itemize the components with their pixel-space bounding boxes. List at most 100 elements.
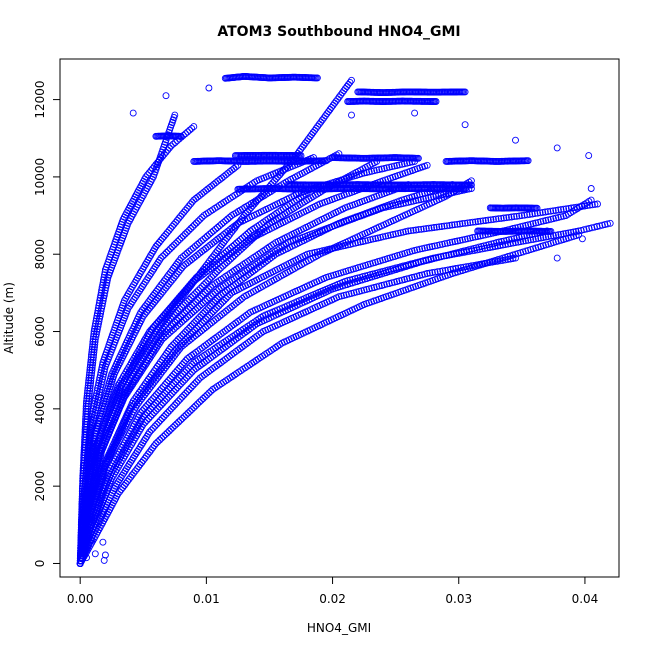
data-point — [409, 197, 417, 205]
data-point — [549, 207, 557, 215]
data-point — [534, 209, 541, 217]
data-point — [461, 219, 469, 227]
data-point — [466, 219, 474, 227]
data-point — [176, 305, 184, 313]
data-point — [194, 286, 202, 294]
data-point — [560, 205, 568, 213]
data-point — [508, 213, 515, 221]
data-point — [219, 298, 226, 306]
data-point — [453, 220, 461, 228]
data-point — [487, 216, 495, 224]
data-point — [359, 238, 367, 245]
data-point — [474, 218, 482, 225]
data-point — [591, 200, 599, 208]
data-point — [188, 321, 196, 329]
data-point — [384, 232, 392, 240]
data-point — [183, 297, 191, 305]
data-point — [197, 301, 205, 309]
data-point — [199, 299, 207, 307]
data-point — [208, 273, 215, 281]
data-point — [505, 213, 513, 221]
data-point — [209, 308, 217, 316]
data-point — [399, 228, 407, 236]
data-point — [189, 292, 197, 300]
data-point — [364, 236, 372, 244]
data-point — [482, 217, 490, 224]
data-point — [369, 235, 377, 243]
data-point — [155, 239, 163, 246]
data-point — [351, 239, 359, 247]
chart-title: ATOM3 Southbound HNO4_GMI — [217, 24, 460, 40]
data-point — [303, 250, 311, 258]
data-point — [346, 78, 354, 86]
data-point — [209, 271, 217, 279]
data-point — [557, 206, 565, 214]
data-point — [188, 198, 196, 206]
data-point — [594, 200, 601, 208]
data-point — [182, 206, 189, 214]
data-point — [392, 230, 400, 238]
data-point — [240, 243, 248, 250]
data-point — [417, 225, 425, 233]
data-point — [471, 218, 479, 226]
data-point — [203, 295, 211, 303]
data-point — [389, 231, 397, 238]
data-point — [185, 296, 193, 303]
data-point — [222, 295, 230, 302]
data-point — [422, 225, 430, 233]
data-point — [435, 223, 443, 231]
data-point — [196, 284, 204, 292]
data-point — [541, 208, 549, 216]
data-point — [425, 224, 433, 232]
data-point — [420, 225, 428, 233]
data-point — [163, 228, 171, 236]
data-point — [194, 304, 201, 312]
data-point — [407, 227, 415, 235]
data-point — [446, 221, 454, 229]
data-point — [479, 217, 487, 225]
data-point — [477, 217, 484, 225]
data-point — [402, 228, 410, 236]
data-point — [361, 237, 369, 245]
data-point — [180, 301, 187, 309]
data-point — [202, 315, 210, 323]
data-point — [404, 227, 412, 235]
data-point — [206, 311, 214, 319]
data-point — [178, 303, 186, 311]
data-point — [438, 223, 446, 230]
data-point — [497, 214, 505, 222]
data-point — [208, 309, 215, 317]
data-point — [211, 306, 219, 314]
data-point — [187, 294, 195, 302]
data-point — [483, 241, 490, 249]
data-point — [451, 221, 459, 229]
data-point — [217, 300, 225, 308]
data-point — [200, 281, 208, 289]
data-point — [269, 179, 277, 187]
data-point — [502, 214, 510, 222]
data-point — [412, 226, 420, 234]
data-point — [348, 76, 355, 84]
data-point — [379, 233, 387, 241]
data-point — [510, 235, 518, 243]
data-point — [377, 233, 384, 241]
data-point — [205, 294, 213, 302]
data-point — [485, 241, 493, 249]
data-point — [523, 211, 531, 219]
data-point — [366, 236, 374, 244]
data-point — [165, 316, 172, 324]
data-point — [206, 275, 214, 283]
data-point — [204, 277, 212, 285]
data-point — [200, 317, 208, 325]
data-point — [168, 312, 176, 320]
data-point — [204, 313, 212, 321]
data-point — [505, 236, 513, 244]
data-point — [213, 304, 221, 312]
data-point — [428, 224, 435, 232]
data-point — [271, 177, 278, 185]
data-point — [166, 314, 174, 322]
data-point — [220, 296, 228, 304]
data-point — [191, 290, 199, 298]
data-point — [518, 212, 526, 220]
